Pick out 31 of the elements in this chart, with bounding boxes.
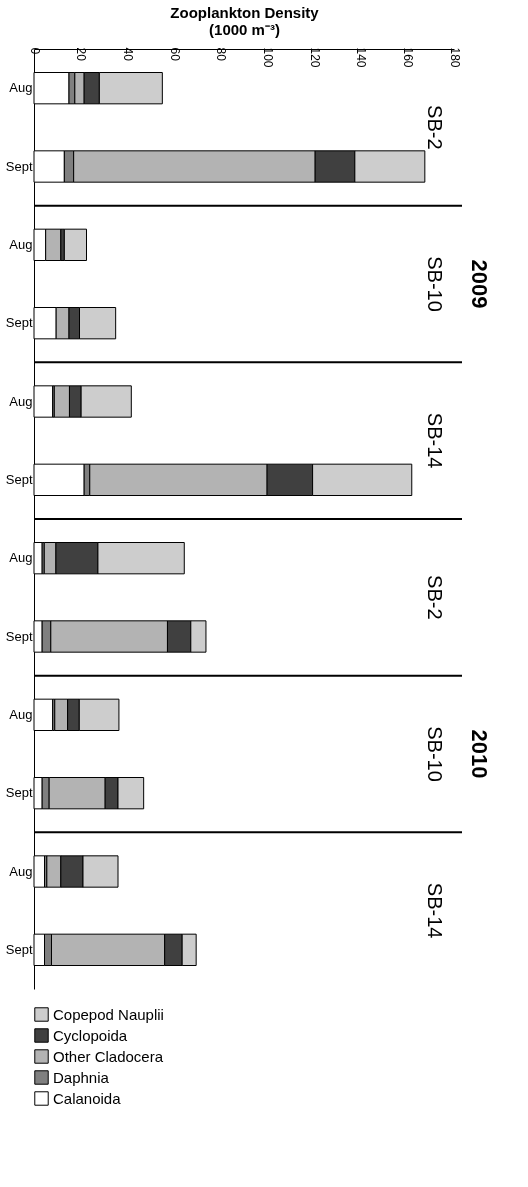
y-tick-label: Sept — [5, 785, 33, 801]
y-tick-label: Aug — [9, 863, 33, 879]
y-tick-label: Sept — [5, 628, 33, 644]
annotation: SB-14 — [424, 882, 446, 939]
bar — [63, 228, 87, 261]
text: 2010 — [467, 729, 492, 779]
y-tick-label: Sept — [5, 158, 33, 174]
legend-label: Copepod Nauplii — [53, 1005, 164, 1023]
x-tick-label: 180 — [447, 47, 462, 68]
y-tick-label: Sept — [5, 941, 33, 957]
y-tick-label: Aug — [9, 706, 33, 722]
text: 2009 — [467, 259, 492, 309]
annotation: SB-10 — [424, 256, 446, 312]
y-tick-label: Sept — [5, 315, 33, 331]
legend-label: Other Cladocera — [53, 1047, 164, 1065]
x-tick-label: 160 — [400, 47, 415, 68]
x-axis-title: Zooplankton Density (1000 m⁻³) — [170, 3, 320, 38]
annotation: SB-2 — [424, 105, 446, 150]
annotation: SB-10 — [424, 726, 446, 782]
y-tick-label: Aug — [9, 550, 33, 566]
y-tick-label: Aug — [9, 80, 33, 96]
annotation: SB-14 — [424, 412, 446, 469]
annotation: SB-2 — [424, 575, 446, 620]
x-tick-label: 120 — [307, 47, 322, 68]
y-tick-label: Sept — [5, 471, 33, 487]
x-tick-label: 100 — [260, 47, 275, 68]
y-tick-label: Aug — [9, 393, 33, 409]
legend-label: Calanoida — [53, 1089, 122, 1107]
y-tick-label: Aug — [9, 236, 33, 252]
legend-label: Cyclopoida — [53, 1026, 128, 1044]
legend-label: Daphnia — [53, 1068, 110, 1086]
